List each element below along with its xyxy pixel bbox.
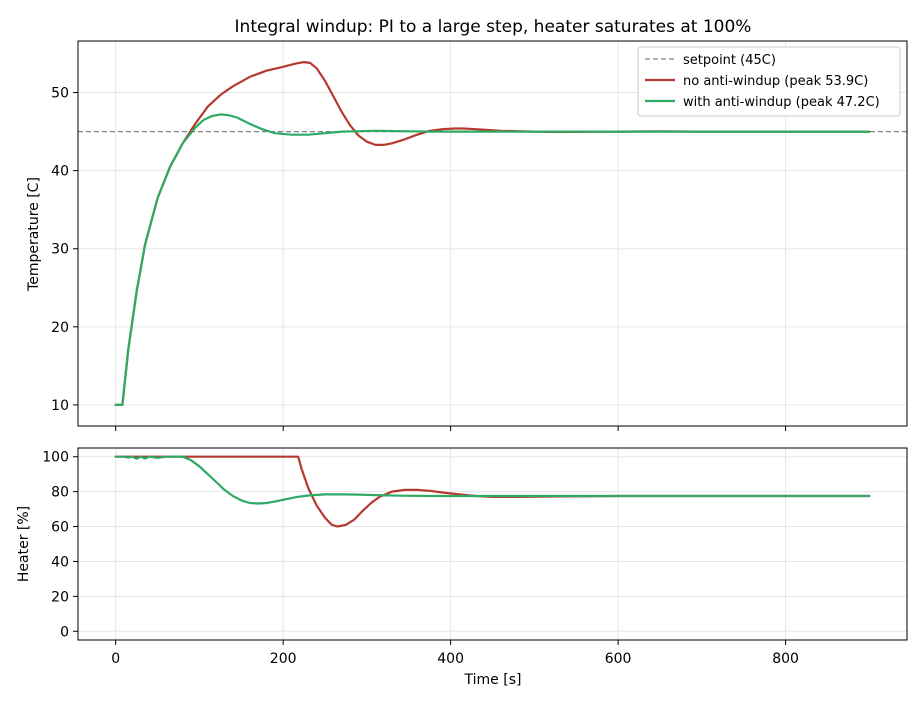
bottom-y-tick-label-80: 80 bbox=[51, 485, 69, 501]
top-y-axis-label: Temperature [C] bbox=[26, 177, 42, 292]
bottom-y-tick-label-100: 100 bbox=[42, 450, 69, 466]
bottom-plot-frame bbox=[77, 447, 908, 641]
legend-box bbox=[637, 46, 901, 117]
top-y-tick-label-10: 10 bbox=[51, 398, 69, 414]
legend-label-no-anti-windup: no anti-windup (peak 53.9C) bbox=[683, 74, 868, 89]
top-y-tick-label-30: 30 bbox=[51, 242, 69, 258]
bottom-y-tick-label-40: 40 bbox=[51, 554, 69, 570]
legend: setpoint (45C) no anti-windup (peak 53.9… bbox=[637, 46, 901, 117]
bottom-y-tick-label-0: 0 bbox=[60, 624, 69, 640]
top-y-tick-label-50: 50 bbox=[51, 86, 69, 102]
bottom-x-tick-label-200: 200 bbox=[270, 651, 297, 667]
legend-label-with-anti-windup: with anti-windup (peak 47.2C) bbox=[683, 95, 880, 110]
bottom-y-tick-label-20: 20 bbox=[51, 589, 69, 605]
top-plot-frame bbox=[77, 40, 908, 427]
bottom-plot-area bbox=[78, 448, 907, 640]
legend-label-setpoint: setpoint (45C) bbox=[683, 53, 776, 68]
bottom-x-tick-label-0: 0 bbox=[111, 651, 120, 667]
bottom-y-tick-label-60: 60 bbox=[51, 520, 69, 536]
top-y-tick-label-40: 40 bbox=[51, 164, 69, 180]
bottom-y-axis-label: Heater [%] bbox=[16, 506, 32, 582]
top-series-line-with-anti-windup-peak-47-2c bbox=[114, 113, 871, 406]
top-y-tick-label-20: 20 bbox=[51, 320, 69, 336]
bottom-x-tick-label-600: 600 bbox=[605, 651, 632, 667]
bottom-x-tick-label-800: 800 bbox=[772, 651, 799, 667]
bottom-series-line-with-anti-windup bbox=[114, 455, 871, 505]
x-axis-label: Time [s] bbox=[464, 672, 522, 688]
bottom-x-tick-label-400: 400 bbox=[437, 651, 464, 667]
chart-title: Integral windup: PI to a large step, hea… bbox=[235, 17, 752, 37]
heater-panel: 0 200 400 600 800 0 20 40 60 80 100 bbox=[42, 447, 908, 667]
